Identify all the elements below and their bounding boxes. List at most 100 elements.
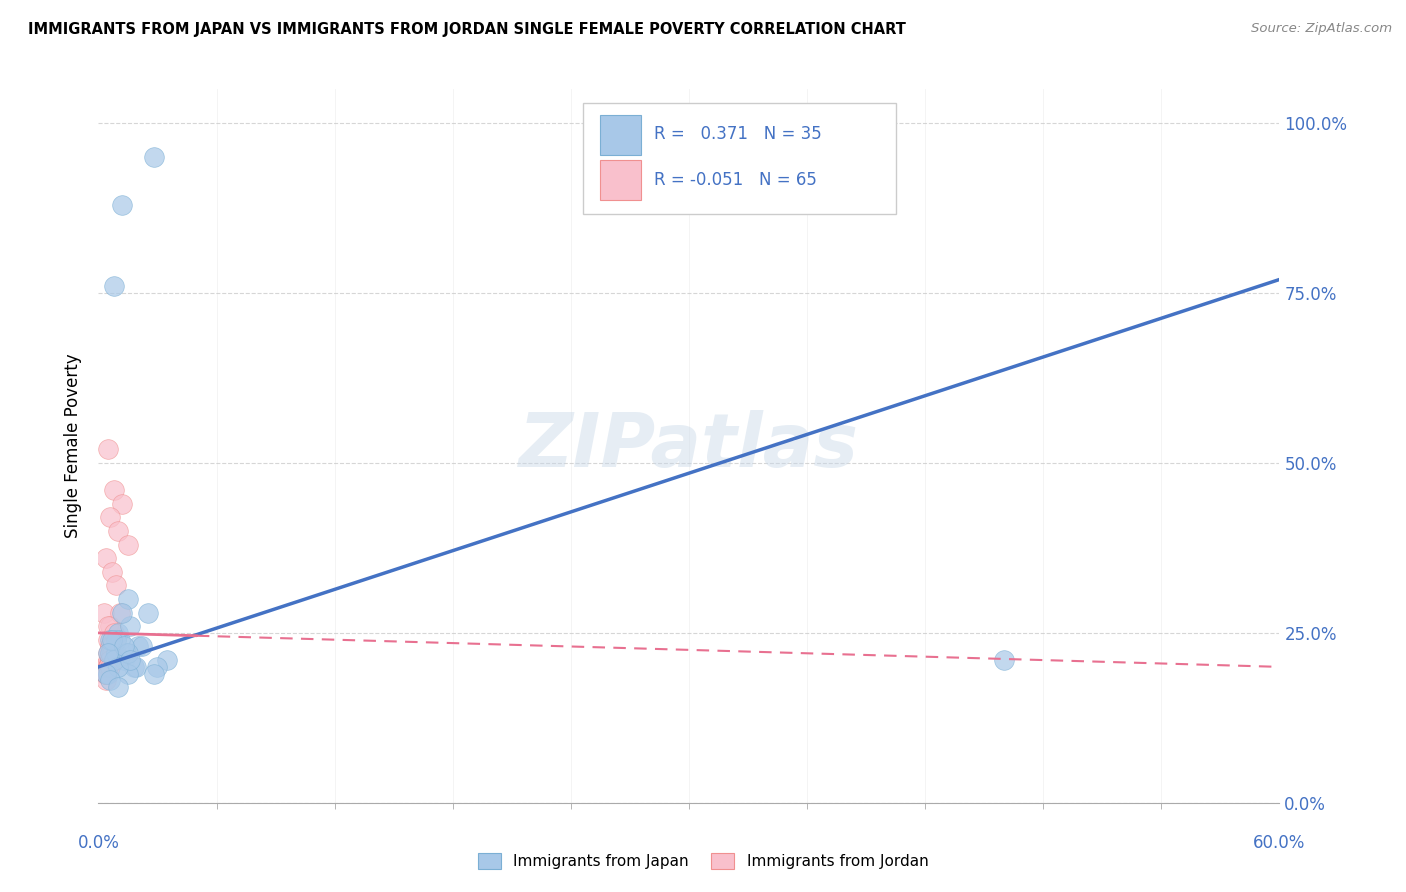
Point [117,537,139,551]
Point [107,524,129,538]
Point [108,606,131,620]
Point [98,640,121,654]
Point [97,660,120,674]
Point [96,666,118,681]
Point [98,653,121,667]
Point [98,510,121,524]
FancyBboxPatch shape [600,160,641,200]
Point [97,632,120,647]
Text: IMMIGRANTS FROM JAPAN VS IMMIGRANTS FROM JORDAN SINGLE FEMALE POVERTY CORRELATIO: IMMIGRANTS FROM JAPAN VS IMMIGRANTS FROM… [28,22,905,37]
Point [97,442,120,457]
Point [142,150,165,164]
Point [122,660,145,674]
Point [98,660,121,674]
Point [98,653,121,667]
Point [993,653,1015,667]
Point [101,646,124,660]
Point [98,653,121,667]
Point [98,653,121,667]
Point [93,660,115,674]
Point [125,660,148,674]
Point [98,653,121,667]
Point [142,666,165,681]
Point [101,646,124,660]
Point [127,640,149,654]
Point [146,660,169,674]
Point [107,626,129,640]
Point [96,660,118,674]
Point [96,666,118,681]
Point [103,626,125,640]
Point [101,653,124,667]
Point [112,640,135,654]
Legend: Immigrants from Japan, Immigrants from Jordan: Immigrants from Japan, Immigrants from J… [471,847,935,875]
Point [101,646,124,660]
Point [101,646,124,660]
Point [103,632,125,647]
Point [111,198,134,212]
Point [98,632,121,647]
Text: 60.0%: 60.0% [1253,834,1306,852]
Point [98,653,121,667]
Point [97,660,120,674]
Point [96,666,118,681]
Point [97,660,120,674]
Point [101,632,124,647]
Point [96,666,118,681]
Point [103,653,125,667]
Text: 0.0%: 0.0% [77,834,120,852]
Point [97,660,120,674]
Point [97,660,120,674]
Point [97,660,120,674]
Point [117,666,139,681]
Point [118,653,141,667]
Point [97,660,120,674]
Point [98,673,121,688]
FancyBboxPatch shape [582,103,896,214]
Text: Source: ZipAtlas.com: Source: ZipAtlas.com [1251,22,1392,36]
Point [96,551,118,566]
Point [105,578,128,592]
Point [117,646,139,660]
Point [101,646,124,660]
Point [111,606,134,620]
Point [97,619,120,633]
Point [97,666,120,681]
Point [112,653,135,667]
Point [98,653,121,667]
Point [96,666,118,681]
Point [118,619,141,633]
Point [96,666,118,681]
Point [98,646,121,660]
FancyBboxPatch shape [600,115,641,155]
Point [97,660,120,674]
Point [101,646,124,660]
Point [97,653,120,667]
Point [111,497,134,511]
Point [101,565,124,579]
Point [93,606,115,620]
Point [98,640,121,654]
Point [115,646,138,660]
Point [103,653,125,667]
Text: R = -0.051   N = 65: R = -0.051 N = 65 [654,171,817,189]
Point [156,653,179,667]
Point [96,666,118,681]
Point [97,660,120,674]
Point [96,666,118,681]
Point [97,660,120,674]
Point [97,646,120,660]
Point [105,646,128,660]
Point [103,279,125,293]
Point [136,606,159,620]
Point [107,660,129,674]
Point [108,632,131,647]
Text: R =   0.371   N = 35: R = 0.371 N = 35 [654,125,821,143]
Point [97,660,120,674]
Point [98,653,121,667]
Point [98,619,121,633]
Point [97,660,120,674]
Point [103,483,125,498]
Point [96,666,118,681]
Point [97,646,120,660]
